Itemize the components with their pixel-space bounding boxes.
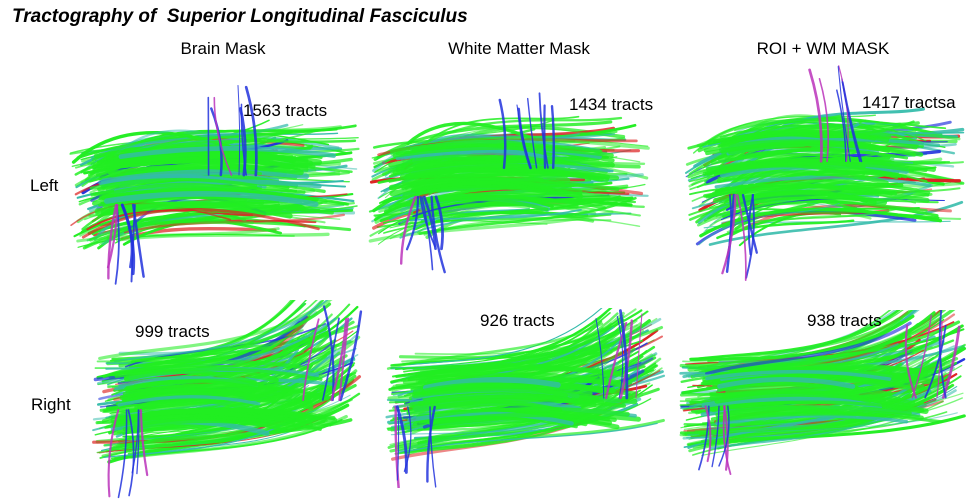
tractography-right-white-matter-mask (385, 308, 666, 488)
column-header-roi-wm-mask: ROI + WM MASK (756, 39, 890, 58)
tract-count-left-roi-wm-mask: 1417 tractsa (862, 93, 956, 112)
column-header-white-matter-mask: White Matter Mask (448, 39, 590, 58)
row-label-left: Left (30, 176, 59, 195)
tractography-right-brain-mask (92, 300, 363, 499)
column-header-brain-mask: Brain Mask (180, 39, 266, 58)
tract-count-right-white-matter-mask: 926 tracts (480, 311, 555, 330)
tract-count-right-roi-wm-mask: 938 tracts (807, 311, 882, 330)
tract-count-right-brain-mask: 999 tracts (135, 322, 210, 341)
tractography-right-roi-wm-mask (679, 310, 966, 475)
figure-title: Tractography of Superior Longitudinal Fa… (12, 6, 468, 27)
row-label-right: Right (31, 395, 71, 414)
tractography-left-roi-wm-mask (685, 65, 965, 281)
tractography-left-white-matter-mask (368, 92, 650, 274)
tract-count-left-brain-mask: 1563 tracts (243, 101, 328, 120)
tractography-left-brain-mask (69, 85, 360, 285)
tract-count-left-white-matter-mask: 1434 tracts (569, 95, 654, 114)
